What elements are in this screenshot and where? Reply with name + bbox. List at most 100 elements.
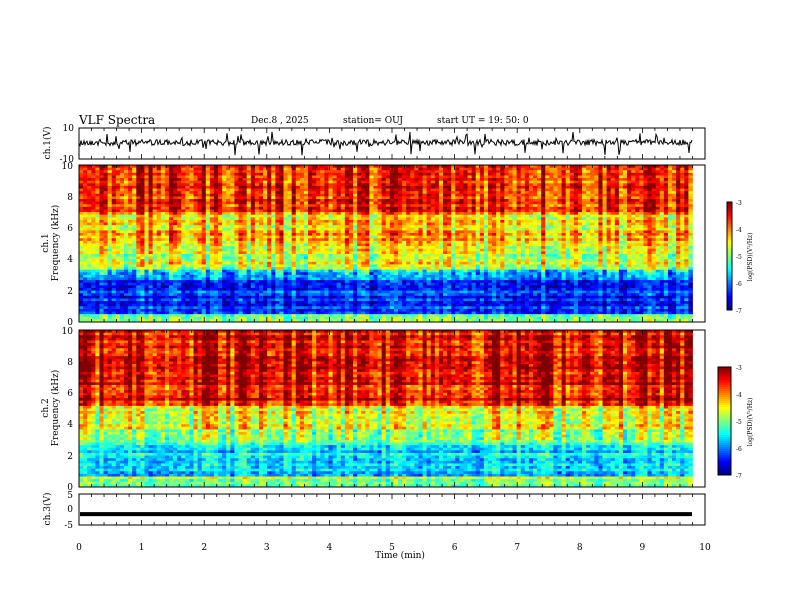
spectrogram-cell xyxy=(484,186,488,189)
spectrogram-cell xyxy=(443,186,447,189)
spectrogram-cell xyxy=(324,194,328,197)
spectrogram-cell xyxy=(349,225,353,228)
spectrogram-cell xyxy=(492,244,496,247)
spectrogram-cell xyxy=(222,207,226,210)
spectrogram-cell xyxy=(275,230,279,233)
spectrogram-cell xyxy=(443,168,447,171)
spectrogram-cell xyxy=(451,236,455,239)
spectrogram-cell xyxy=(320,249,324,252)
spectrogram-cell xyxy=(292,209,296,212)
spectrogram-cell xyxy=(615,183,619,186)
spectrogram-cell xyxy=(120,173,124,176)
spectrogram-cell xyxy=(615,194,619,197)
spectrogram-cell xyxy=(136,191,140,194)
spectrogram-cell xyxy=(672,241,676,244)
spectrogram-cell xyxy=(153,236,157,239)
spectrogram-cell xyxy=(402,183,406,186)
spectrogram-cell xyxy=(639,181,643,184)
spectrogram-cell xyxy=(357,207,361,210)
spectrogram-cell xyxy=(390,194,394,197)
spectrogram-cell xyxy=(243,196,247,199)
spectrogram-cell xyxy=(541,183,545,186)
spectrogram-cell xyxy=(226,246,230,249)
spectrogram-cell xyxy=(513,241,517,244)
spectrogram-cell xyxy=(406,204,410,207)
spectrogram-cell xyxy=(390,220,394,223)
spectrogram-cell xyxy=(108,236,112,239)
spectrogram-cell xyxy=(116,220,120,223)
spectrogram-cell xyxy=(627,209,631,212)
spectrogram-cell xyxy=(144,178,148,181)
spectrogram-cell xyxy=(676,220,680,223)
spectrogram-cell xyxy=(91,228,95,231)
spectrogram-cell xyxy=(378,173,382,176)
spectrogram-cell xyxy=(652,241,656,244)
spectrogram-cell xyxy=(337,249,341,252)
spectrogram-cell xyxy=(181,204,185,207)
spectrogram-cell xyxy=(132,215,136,218)
spectrogram-cell xyxy=(283,220,287,223)
spectrogram-cell xyxy=(361,183,365,186)
spectrogram-cell xyxy=(345,223,349,226)
spectrogram-cell xyxy=(243,175,247,178)
spectrogram-cell xyxy=(676,223,680,226)
spectrogram-cell xyxy=(337,186,341,189)
spectrogram-cell xyxy=(635,181,639,184)
spectrogram-cell xyxy=(447,215,451,218)
spectrogram-cell xyxy=(492,241,496,244)
spectrogram-cell xyxy=(418,173,422,176)
spectrogram-cell xyxy=(373,220,377,223)
spectrogram-cell xyxy=(635,212,639,215)
spectrogram-cell xyxy=(631,233,635,236)
spectrogram-cell xyxy=(345,175,349,178)
spectrogram-cell xyxy=(619,246,623,249)
spectrogram-cell xyxy=(394,233,398,236)
spectrogram-cell xyxy=(668,202,672,205)
spectrogram-cell xyxy=(218,238,222,241)
spectrogram-cell xyxy=(451,175,455,178)
spectrogram-cell xyxy=(316,228,320,231)
spectrogram-cell xyxy=(234,244,238,247)
spectrogram-cell xyxy=(439,220,443,223)
spectrogram-cell xyxy=(615,236,619,239)
spectrogram-cell xyxy=(439,217,443,220)
spectrogram-cell xyxy=(566,220,570,223)
spectrogram-cell xyxy=(283,168,287,171)
spectrogram-cell xyxy=(623,178,627,181)
spectrogram-cell xyxy=(508,228,512,231)
spectrogram-cell xyxy=(181,202,185,205)
spectrogram-cell xyxy=(574,223,578,226)
spectrogram-cell xyxy=(402,220,406,223)
spectrogram-cell xyxy=(304,241,308,244)
spectrogram-cell xyxy=(459,225,463,228)
spectrogram-cell xyxy=(243,223,247,226)
spectrogram-cell xyxy=(337,199,341,202)
spectrogram-cell xyxy=(468,212,472,215)
spectrogram-cell xyxy=(459,228,463,231)
spectrogram-cell xyxy=(296,233,300,236)
spectrogram-cell xyxy=(144,230,148,233)
spectrogram-cell xyxy=(140,249,144,252)
spectrogram-cell xyxy=(410,241,414,244)
spectrogram-cell xyxy=(320,233,324,236)
spectrogram-cell xyxy=(647,191,651,194)
spectrogram-cell xyxy=(263,170,267,173)
spectrogram-cell xyxy=(112,230,116,233)
spectrogram-cell xyxy=(324,173,328,176)
spectrogram-cell xyxy=(324,246,328,249)
spectrogram-cell xyxy=(541,189,545,192)
spectrogram-cell xyxy=(684,199,688,202)
spectrogram-cell xyxy=(382,173,386,176)
spectrogram-cell xyxy=(95,244,99,247)
spectrogram-cell xyxy=(627,246,631,249)
spectrogram-cell xyxy=(533,223,537,226)
spectrogram-cell xyxy=(271,181,275,184)
spectrogram-cell xyxy=(239,181,243,184)
spectrogram-cell xyxy=(603,228,607,231)
spectrogram-cell xyxy=(521,199,525,202)
spectrogram-cell xyxy=(157,209,161,212)
spectrogram-cell xyxy=(680,241,684,244)
spectrogram-cell xyxy=(95,181,99,184)
spectrogram-cell xyxy=(324,223,328,226)
spectrogram-cell xyxy=(394,175,398,178)
